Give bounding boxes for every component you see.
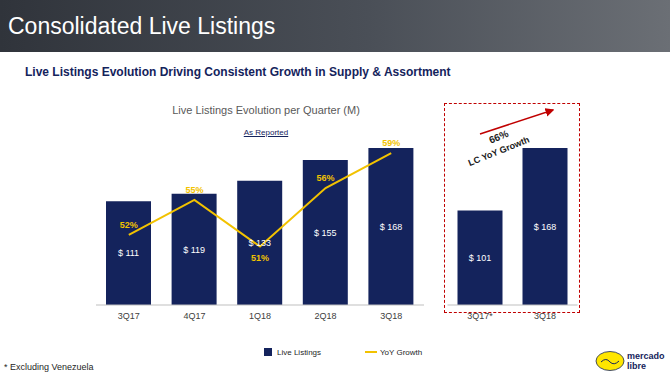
svg-text:$ 133: $ 133 bbox=[248, 238, 271, 248]
svg-text:52%: 52% bbox=[120, 220, 138, 230]
svg-text:56%: 56% bbox=[317, 173, 335, 183]
svg-text:libre: libre bbox=[627, 361, 646, 371]
svg-text:55%: 55% bbox=[185, 185, 203, 195]
svg-text:51%: 51% bbox=[251, 253, 269, 263]
svg-text:$ 119: $ 119 bbox=[183, 245, 205, 255]
html-text:Live Listings Evolution per Qu: Live Listings Evolution per Quarter (M) bbox=[172, 104, 360, 116]
svg-text:4Q17: 4Q17 bbox=[183, 311, 205, 321]
svg-text:mercado: mercado bbox=[627, 351, 665, 361]
html-text:As Reported: As Reported bbox=[243, 128, 289, 137]
svg-text:$ 155: $ 155 bbox=[314, 228, 337, 238]
svg-text:59%: 59% bbox=[382, 138, 400, 148]
html-text:* Excluding Venezuela: * Excluding Venezuela bbox=[4, 362, 94, 372]
svg-text:3Q18: 3Q18 bbox=[380, 311, 402, 321]
svg-text:$ 101: $ 101 bbox=[469, 253, 492, 263]
svg-text:3Q17*: 3Q17* bbox=[467, 311, 493, 321]
svg-text:LC YoY Growth: LC YoY Growth bbox=[467, 134, 531, 168]
svg-text:66%: 66% bbox=[487, 128, 510, 146]
svg-text:3Q18: 3Q18 bbox=[534, 311, 556, 321]
svg-text:$ 111: $ 111 bbox=[118, 248, 139, 258]
html-text:Live Listings Evolution Drivin: Live Listings Evolution Driving Consiste… bbox=[25, 65, 451, 79]
svg-text:Live Listings: Live Listings bbox=[277, 348, 321, 357]
svg-text:3Q17: 3Q17 bbox=[118, 311, 140, 321]
html-text:Consolidated Live Listings: Consolidated Live Listings bbox=[8, 13, 276, 39]
svg-text:$ 168: $ 168 bbox=[380, 222, 403, 232]
svg-text:YoY Growth: YoY Growth bbox=[380, 348, 422, 357]
svg-text:2Q18: 2Q18 bbox=[315, 311, 337, 321]
svg-text:$ 168: $ 168 bbox=[534, 222, 557, 232]
svg-text:1Q18: 1Q18 bbox=[249, 311, 271, 321]
